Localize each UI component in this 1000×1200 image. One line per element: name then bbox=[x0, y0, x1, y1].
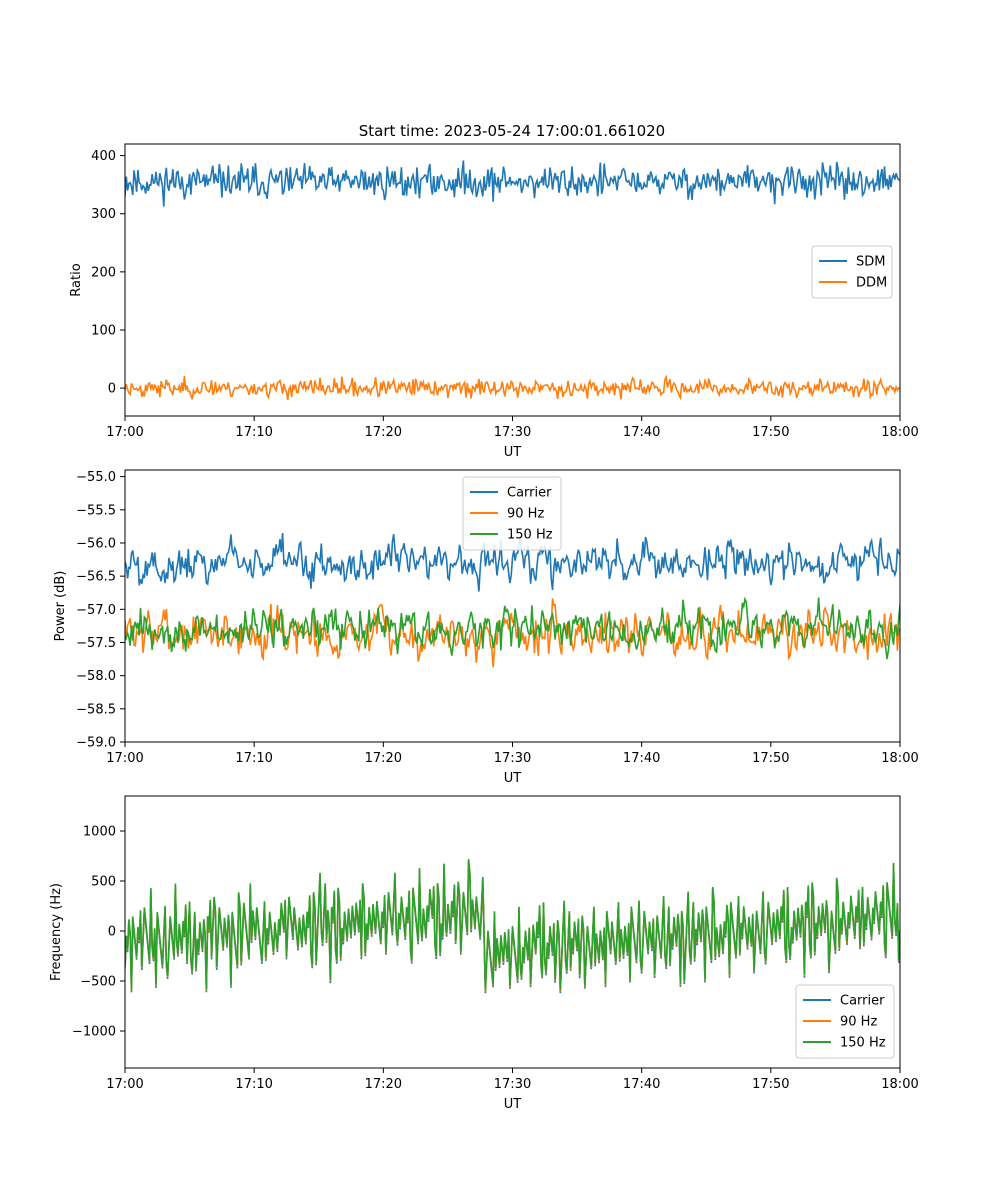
x-tick-label: 17:50 bbox=[752, 425, 789, 440]
x-tick-label: 17:30 bbox=[494, 751, 531, 766]
x-tick-label: 18:00 bbox=[881, 425, 918, 440]
x-tick-label: 17:00 bbox=[106, 425, 143, 440]
panel-2: 17:00 17:10 17:20 17:30 17:40 17:50 18:00 UT −59… bbox=[53, 469, 919, 786]
series-line-90-hz bbox=[125, 598, 900, 668]
series-line-150-hz bbox=[125, 596, 900, 660]
y-tick-label: −57.5 bbox=[76, 636, 116, 651]
legend-label: 90 Hz bbox=[840, 1015, 877, 1030]
series-group bbox=[125, 859, 900, 994]
x-tick-label: 17:40 bbox=[623, 425, 660, 440]
series-group bbox=[125, 160, 900, 401]
x-tick-label: 17:40 bbox=[623, 1077, 660, 1092]
x-tick-label: 17:20 bbox=[365, 1077, 402, 1092]
series-line-sdm bbox=[125, 160, 900, 207]
series-line-90-hz bbox=[125, 860, 900, 992]
x-tick-label: 18:00 bbox=[881, 1077, 918, 1092]
legend-box bbox=[811, 245, 893, 299]
legend-label: DDM bbox=[856, 276, 887, 291]
legend: Carrier 90 Hz 150 Hz bbox=[795, 984, 895, 1059]
x-axis-label: UT bbox=[504, 1097, 522, 1112]
y-tick-label: 300 bbox=[91, 207, 116, 222]
series-line-ddm bbox=[125, 374, 900, 401]
y-axis-label: Frequency (Hz) bbox=[49, 883, 64, 981]
legend-label: Carrier bbox=[840, 994, 885, 1009]
y-tick-label: −1000 bbox=[72, 1025, 116, 1040]
x-tick-label: 17:10 bbox=[235, 1077, 272, 1092]
series-line-carrier bbox=[125, 532, 900, 592]
legend-box bbox=[462, 476, 562, 551]
y-tick-label: 400 bbox=[91, 149, 116, 164]
y-tick-label: −500 bbox=[80, 975, 116, 990]
x-tick-label: 17:30 bbox=[494, 425, 531, 440]
legend: Carrier 90 Hz 150 Hz bbox=[462, 476, 562, 551]
x-tick-label: 17:20 bbox=[365, 751, 402, 766]
legend-label: 150 Hz bbox=[840, 1036, 886, 1051]
y-axis-label: Power (dB) bbox=[53, 571, 68, 642]
series-line-150-hz bbox=[125, 859, 900, 991]
y-tick-label: 0 bbox=[108, 382, 116, 397]
panel-1: 17:00 17:10 17:20 17:30 17:40 17:50 18:00 UT 0 10… bbox=[69, 143, 919, 460]
series-group bbox=[125, 532, 900, 668]
y-tick-label: 500 bbox=[91, 875, 116, 890]
y-tick-label: −56.5 bbox=[76, 570, 116, 585]
x-tick-label: 17:30 bbox=[494, 1077, 531, 1092]
panel-3: 17:00 17:10 17:20 17:30 17:40 17:50 18:00 UT −10… bbox=[49, 795, 919, 1112]
x-tick-label: 17:10 bbox=[235, 751, 272, 766]
x-axis-label: UT bbox=[504, 445, 522, 460]
legend-label: Carrier bbox=[507, 486, 552, 501]
y-tick-label: −55.5 bbox=[76, 503, 116, 518]
legend-label: 150 Hz bbox=[507, 528, 553, 543]
x-tick-label: 17:10 bbox=[235, 425, 272, 440]
y-tick-label: −56.0 bbox=[76, 536, 116, 551]
figure-title: Start time: 2023-05-24 17:00:01.661020 bbox=[359, 122, 665, 140]
x-tick-label: 17:50 bbox=[752, 751, 789, 766]
y-axis-label: Ratio bbox=[69, 263, 84, 296]
x-tick-label: 17:50 bbox=[752, 1077, 789, 1092]
x-tick-label: 17:00 bbox=[106, 1077, 143, 1092]
legend-box bbox=[795, 984, 895, 1059]
y-tick-label: −58.5 bbox=[76, 702, 116, 717]
y-tick-label: −57.0 bbox=[76, 603, 116, 618]
y-tick-label: 0 bbox=[108, 925, 116, 940]
y-tick-label: −58.0 bbox=[76, 669, 116, 684]
y-tick-label: 100 bbox=[91, 323, 116, 338]
legend: SDM DDM bbox=[811, 245, 893, 299]
y-tick-label: 200 bbox=[91, 265, 116, 280]
y-tick-label: −55.0 bbox=[76, 470, 116, 485]
y-tick-label: 1000 bbox=[83, 825, 116, 840]
legend-label: SDM bbox=[856, 255, 885, 270]
x-axis-label: UT bbox=[504, 771, 522, 786]
x-tick-label: 18:00 bbox=[881, 751, 918, 766]
x-tick-label: 17:00 bbox=[106, 751, 143, 766]
y-tick-label: −59.0 bbox=[76, 736, 116, 751]
x-tick-label: 17:20 bbox=[365, 425, 402, 440]
legend-label: 90 Hz bbox=[507, 507, 544, 522]
x-tick-label: 17:40 bbox=[623, 751, 660, 766]
